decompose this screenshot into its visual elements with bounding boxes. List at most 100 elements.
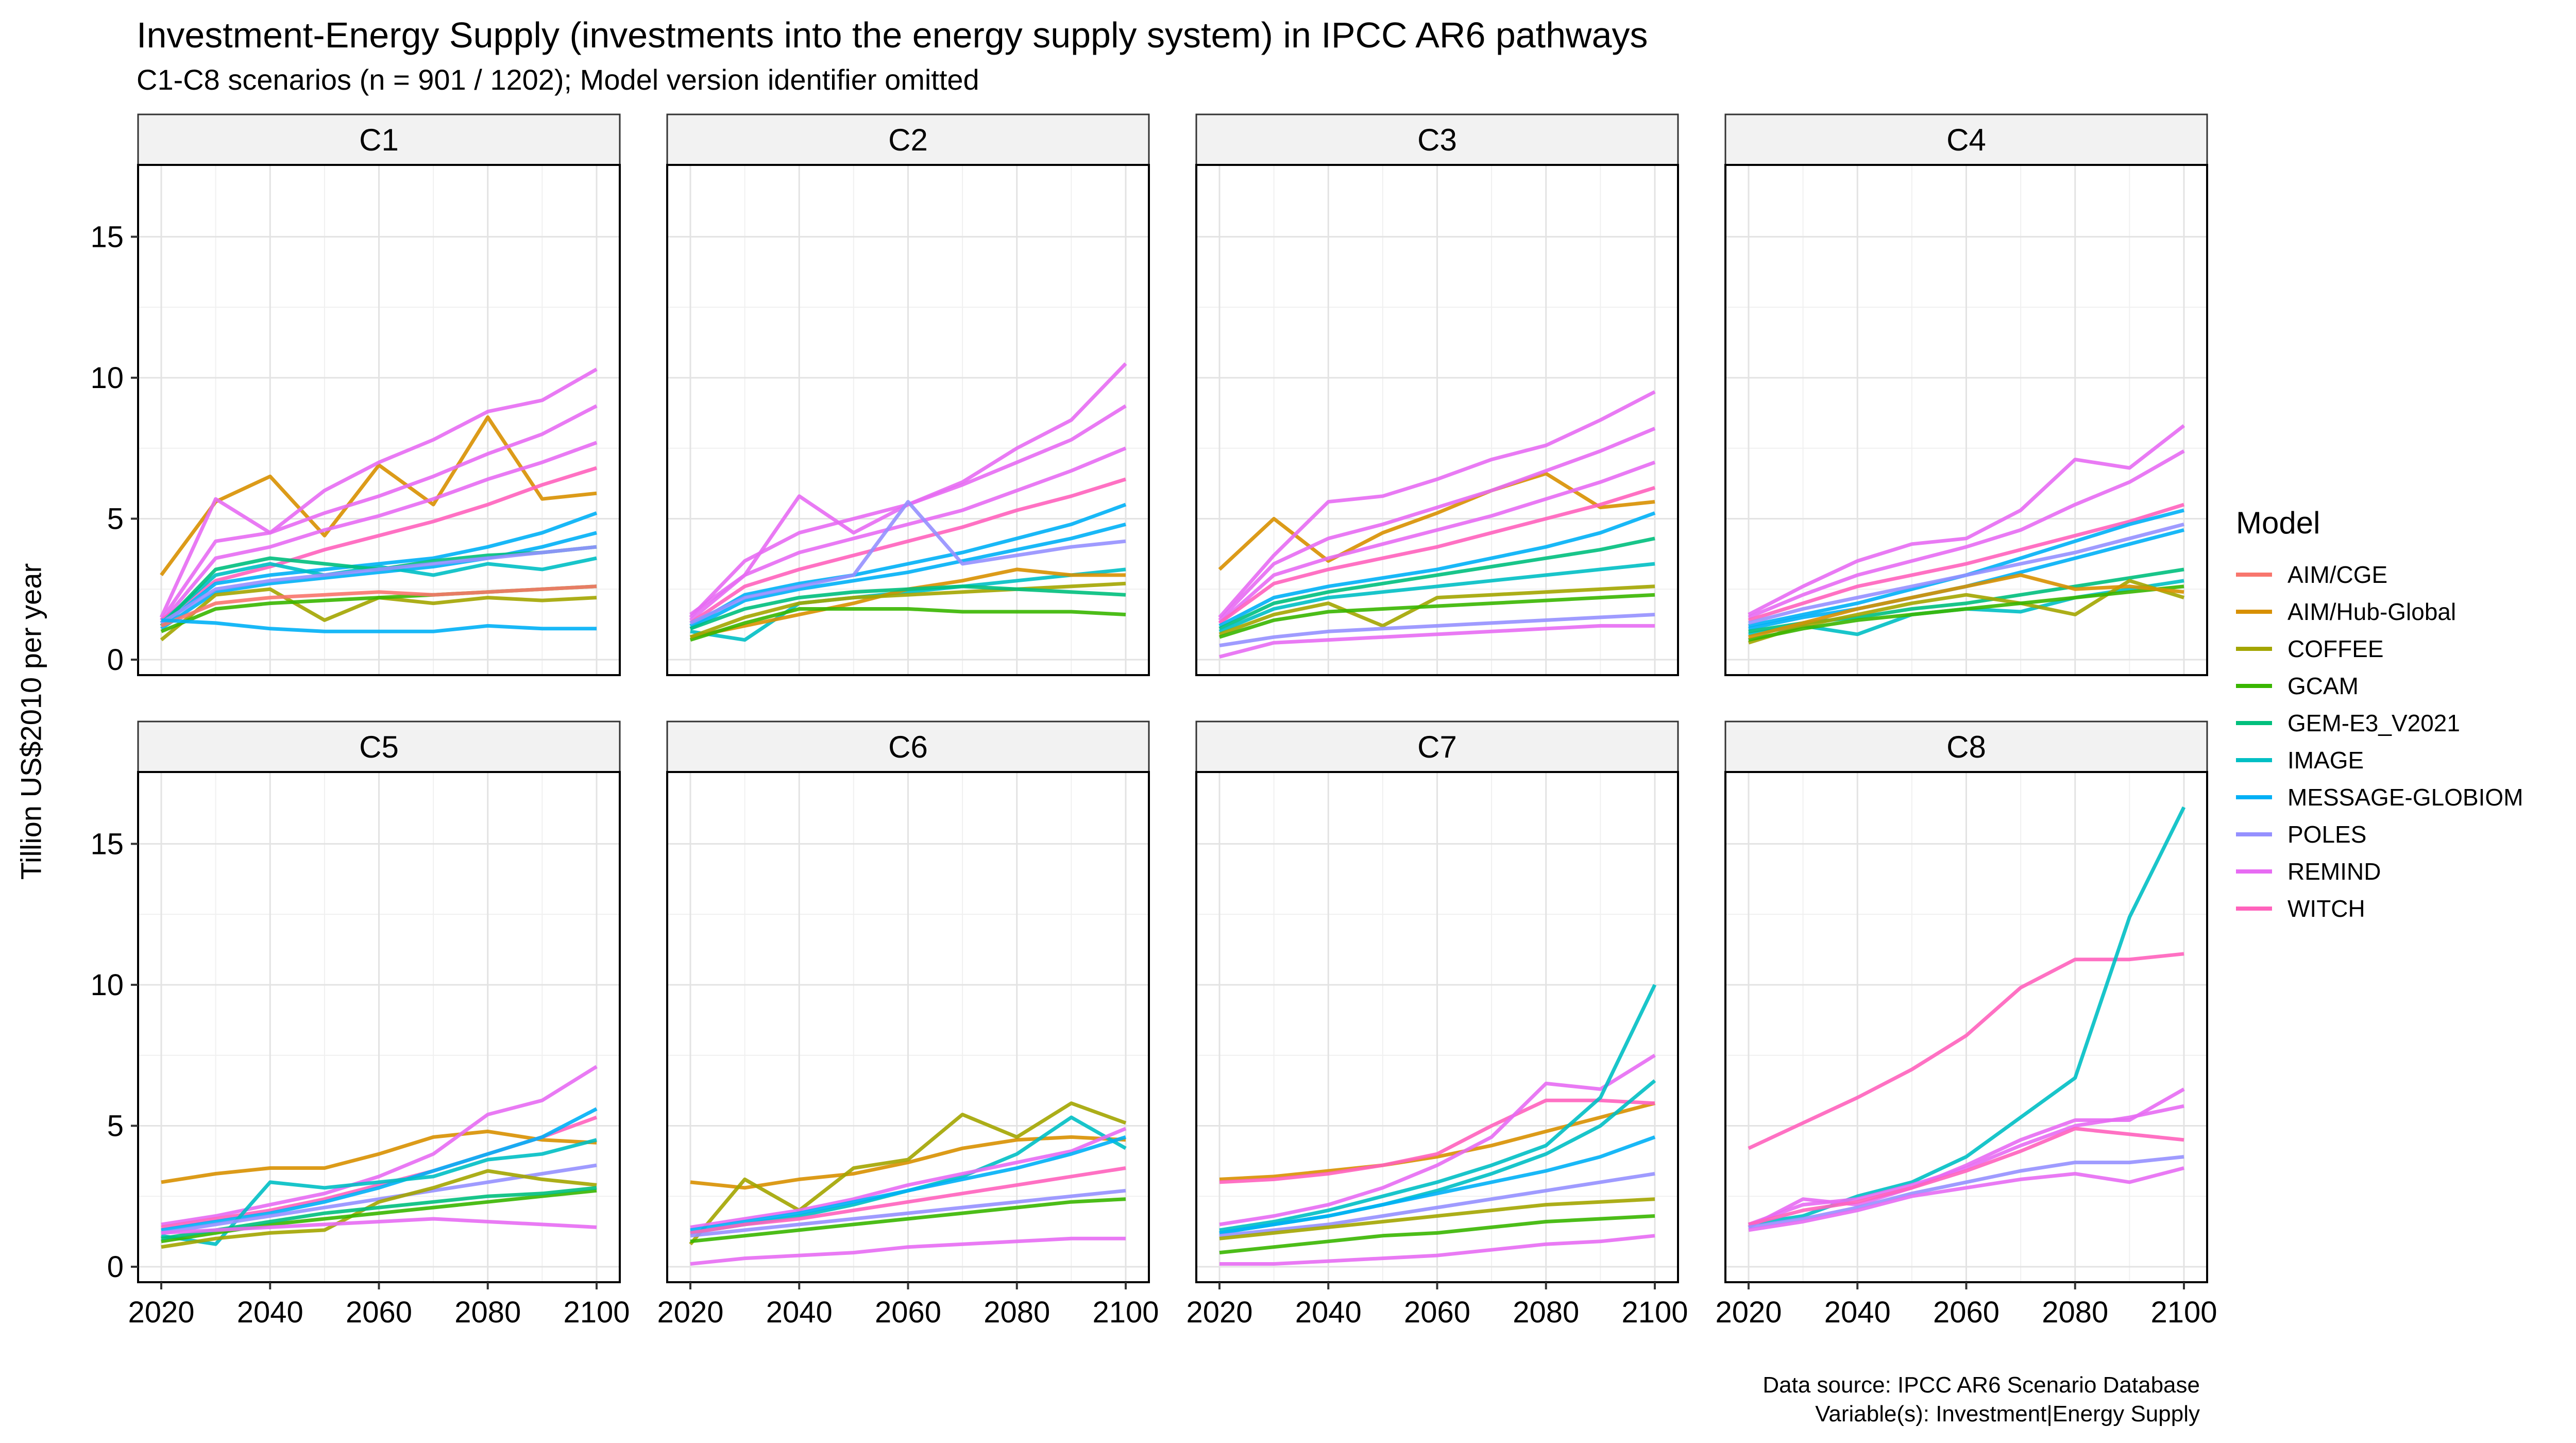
facet-panel-C8: C8 2020 2040 2060 2080 2100	[1715, 720, 2217, 1329]
x-tick-label: 2100	[563, 1296, 630, 1329]
series-line	[1219, 624, 1655, 659]
facet-strip	[1195, 113, 1679, 166]
series-line	[161, 1107, 598, 1232]
series-line	[161, 1138, 597, 1246]
facet-panel-C6: C6 2020 2040 2060 2080 2100	[657, 720, 1159, 1329]
series-line	[1218, 485, 1656, 625]
x-tick-label: 2040	[1824, 1296, 1891, 1329]
x-tick-label: 2060	[875, 1296, 941, 1329]
panel-border	[137, 164, 621, 676]
series-line	[1218, 390, 1656, 619]
series-line	[1219, 1172, 1655, 1238]
chart-title: Investment-Energy Supply (investments in…	[137, 15, 1648, 55]
series-line	[1219, 1098, 1655, 1184]
series-line	[1748, 523, 2184, 625]
series-line	[1218, 472, 1655, 571]
legend-key-swatch	[2236, 573, 2272, 577]
series-line	[160, 511, 598, 628]
series-line	[690, 1166, 1126, 1235]
series-line	[160, 545, 597, 625]
series-line	[1748, 952, 2184, 1150]
facet-strip-label: C3	[1417, 123, 1457, 157]
series-line	[690, 1188, 1126, 1238]
x-tick-label: 2040	[1295, 1296, 1362, 1329]
panel-border	[1724, 164, 2208, 676]
series-line	[1218, 536, 1655, 630]
series-line	[161, 1129, 597, 1184]
series-line	[161, 1065, 598, 1227]
facet-strip	[1195, 720, 1679, 773]
caption-line-2: Variable(s): Investment|Energy Supply	[1815, 1401, 2200, 1427]
series-line	[1219, 1197, 1655, 1240]
series-line	[689, 607, 1126, 642]
x-tick-label: 2020	[1186, 1296, 1252, 1329]
series-line	[161, 1217, 597, 1235]
series-line	[1748, 573, 2184, 639]
series-line	[1219, 1214, 1655, 1255]
series-line	[1748, 1104, 2184, 1227]
y-tick-label: 0	[107, 1250, 124, 1284]
series-line	[689, 502, 1127, 628]
y-tick-label: 0	[107, 643, 124, 677]
series-line	[690, 1135, 1126, 1190]
series-line	[160, 404, 598, 622]
x-tick-label: 2020	[657, 1296, 723, 1329]
legend-item: COFFEE	[2236, 630, 2523, 667]
y-tick-label: 10	[90, 968, 124, 1002]
x-tick-label: 2100	[1092, 1296, 1159, 1329]
legend-item: AIM/CGE	[2236, 556, 2523, 593]
series-line	[689, 477, 1127, 625]
series-line	[160, 415, 597, 576]
series-line	[690, 567, 1126, 642]
x-tick-label: 2060	[1933, 1296, 1999, 1329]
legend-items: AIM/CGE AIM/Hub-Global COFFEE GCAM GEM-E3_V2…	[2236, 556, 2523, 927]
facet-strip-label: C6	[888, 730, 928, 764]
legend-item: POLES	[2236, 816, 2523, 853]
x-tick-label: 2060	[1404, 1296, 1470, 1329]
facet-strip	[666, 720, 1150, 773]
panel-border	[666, 164, 1150, 676]
panel-border	[1195, 164, 1679, 676]
legend-item: REMIND	[2236, 853, 2523, 890]
series-line	[690, 1197, 1126, 1244]
x-tick-label: 2080	[2042, 1296, 2108, 1329]
series-line	[1218, 460, 1656, 625]
series-line	[1218, 427, 1656, 622]
series-line	[160, 466, 598, 622]
legend-key-swatch	[2236, 758, 2272, 762]
x-tick-label: 2080	[984, 1296, 1050, 1329]
facet-panel-C2: C2	[666, 113, 1150, 676]
legend-label: REMIND	[2287, 858, 2381, 885]
series-line	[159, 367, 598, 618]
legend-key-swatch	[2236, 832, 2272, 836]
y-tick-label: 15	[90, 220, 124, 254]
legend-label: AIM/Hub-Global	[2287, 598, 2456, 625]
series-line	[1748, 424, 2185, 616]
series-line	[161, 1169, 597, 1249]
series-line	[689, 1101, 1127, 1246]
legend-label: GCAM	[2287, 673, 2359, 699]
facet-strip-label: C7	[1417, 730, 1457, 764]
legend-label: POLES	[2287, 821, 2367, 848]
legend-title: Model	[2236, 506, 2320, 540]
y-tick-label: 5	[107, 502, 124, 535]
legend-label: GEM-E3_V2021	[2287, 710, 2460, 736]
series-line	[689, 500, 1126, 625]
facet-panel-C7: C7 2020 2040 2060 2080 2100	[1186, 720, 1688, 1329]
caption-line-1: Data source: IPCC AR6 Scenario Database	[1762, 1372, 2200, 1398]
series-line	[1219, 613, 1655, 648]
legend-label: COFFEE	[2287, 635, 2384, 662]
series-line	[1218, 511, 1656, 628]
legend-key-swatch	[2236, 907, 2272, 911]
legend-label: IMAGE	[2287, 747, 2364, 774]
legend-item: IMAGE	[2236, 742, 2523, 779]
facet-panel-C3: C3	[1195, 113, 1679, 676]
series-line	[1748, 449, 2185, 619]
series-line	[160, 584, 597, 628]
chart-subtitle: C1-C8 scenarios (n = 901 / 1202); Model …	[137, 63, 979, 96]
series-line	[1748, 1155, 2184, 1229]
legend-key-swatch	[2236, 610, 2272, 614]
series-line	[1748, 1166, 2184, 1232]
legend-key-swatch	[2236, 647, 2272, 651]
